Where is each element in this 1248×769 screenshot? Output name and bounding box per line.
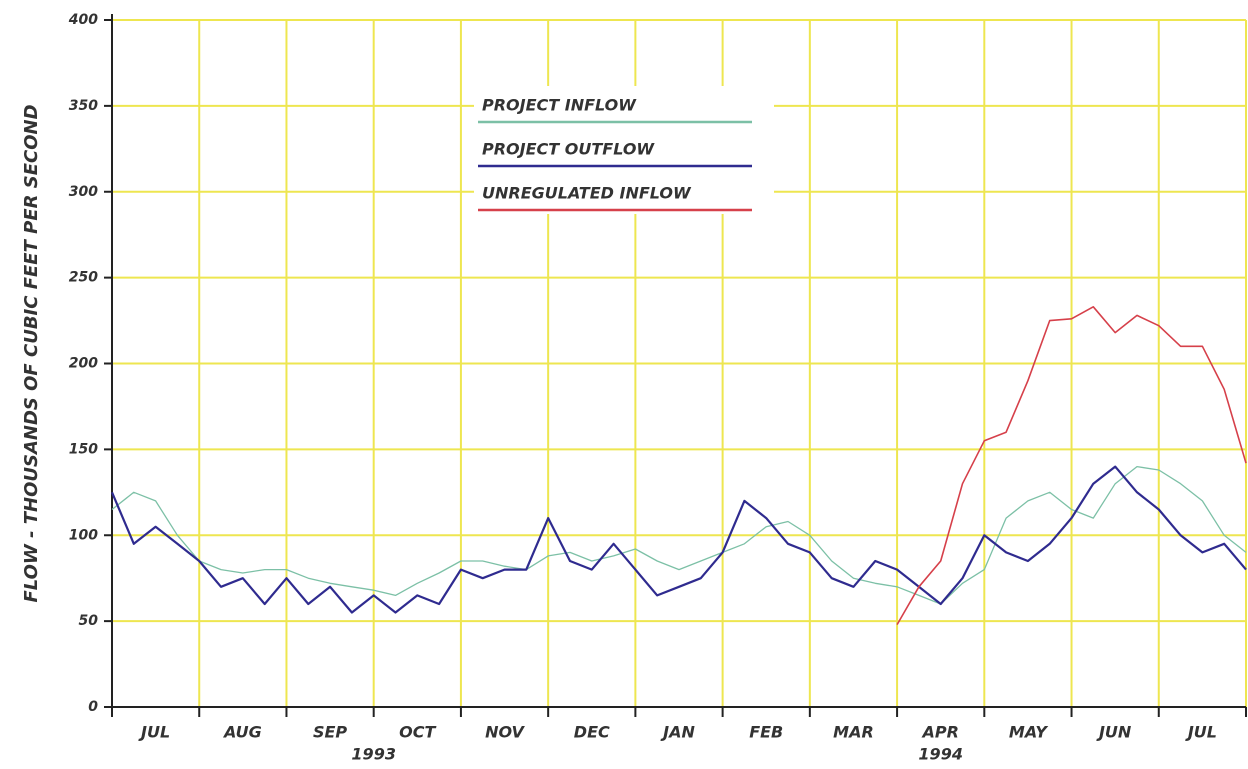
year-label: 1994 bbox=[918, 745, 963, 764]
x-tick-label: APR bbox=[920, 723, 958, 742]
x-tick-label: JUL bbox=[138, 723, 170, 742]
x-tick-label: JAN bbox=[660, 723, 695, 742]
series-line bbox=[110, 465, 1247, 614]
y-tick-label: 350 bbox=[69, 98, 98, 114]
x-tick-label: FEB bbox=[749, 723, 783, 742]
x-tick-label: AUG bbox=[222, 723, 262, 742]
x-tick-label: JUN bbox=[1096, 723, 1132, 742]
x-tick-label: NOV bbox=[485, 723, 525, 742]
legend-box bbox=[474, 86, 774, 214]
y-tick-label: 150 bbox=[69, 441, 98, 457]
year-label: 1993 bbox=[351, 745, 396, 764]
y-tick-label: 250 bbox=[69, 270, 98, 286]
y-tick-label: 200 bbox=[69, 356, 98, 372]
x-tick-label: MAY bbox=[1009, 723, 1048, 742]
y-tick-label: 100 bbox=[69, 527, 98, 543]
y-tick-label: 300 bbox=[69, 184, 98, 200]
legend-label: PROJECT OUTFLOW bbox=[482, 140, 655, 159]
x-tick-label: OCT bbox=[399, 723, 436, 742]
y-axis-title: FLOW - THOUSANDS OF CUBIC FEET PER SECON… bbox=[21, 104, 42, 602]
y-tick-label: 400 bbox=[68, 12, 98, 28]
series-line bbox=[111, 465, 1247, 605]
series-line bbox=[896, 306, 1247, 625]
x-tick-label: SEP bbox=[313, 723, 347, 742]
x-tick-label: MAR bbox=[833, 723, 874, 742]
x-tick-label: DEC bbox=[574, 723, 610, 742]
y-tick-label: 50 bbox=[79, 613, 99, 629]
legend-label: PROJECT INFLOW bbox=[482, 96, 637, 115]
x-tick-label: JUL bbox=[1185, 723, 1217, 742]
y-tick-label: 0 bbox=[88, 699, 98, 715]
legend-label: UNREGULATED INFLOW bbox=[482, 184, 692, 203]
